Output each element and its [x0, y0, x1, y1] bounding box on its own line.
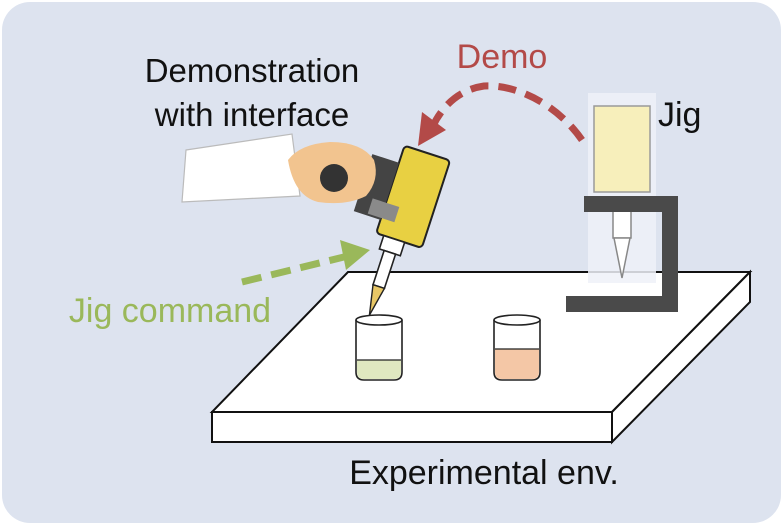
pipette-tip: [368, 283, 386, 316]
with-interface-label: with interface: [154, 96, 349, 133]
jig-label: Jig: [658, 96, 701, 134]
beaker-right: [493, 314, 541, 381]
hand: [181, 133, 376, 204]
jig-frame: [566, 196, 678, 312]
jig-reservoir: [593, 105, 651, 193]
experimental-env-label: Experimental env.: [349, 454, 619, 492]
beaker-left: [355, 314, 403, 381]
demo-label: Demo: [457, 38, 548, 76]
jig-command-label: Jig command: [69, 292, 271, 330]
demonstration-label: Demonstration: [145, 52, 360, 89]
sleeve: [181, 133, 301, 203]
grip-knob: [320, 164, 348, 192]
jig-command-arrow: [241, 240, 370, 286]
handheld-interface: [353, 145, 451, 316]
demo-arrow: [418, 82, 585, 146]
jig: [566, 93, 678, 312]
